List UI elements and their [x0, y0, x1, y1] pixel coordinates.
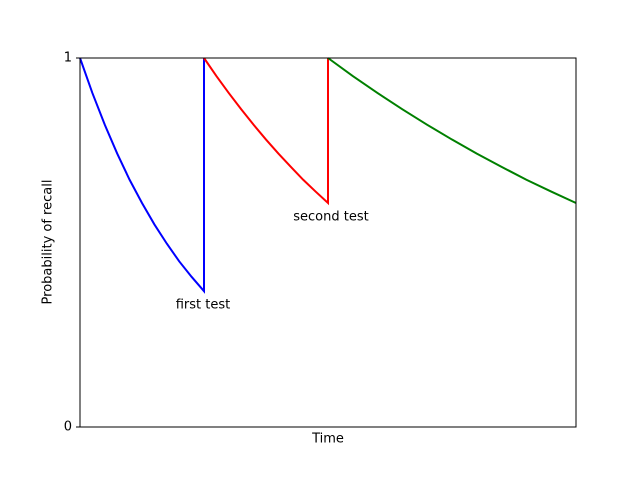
x-axis-label: Time — [311, 432, 344, 447]
line-series — [327, 57, 577, 204]
line-series — [203, 57, 329, 206]
line-series — [79, 57, 205, 294]
y-tick-label: 1 — [64, 51, 72, 66]
plot-frame — [79, 57, 577, 428]
annotation: first test — [176, 298, 231, 313]
y-axis-label: Probability of recall — [41, 180, 56, 305]
annotation: second test — [293, 210, 368, 225]
y-tick-label: 0 — [64, 420, 72, 435]
